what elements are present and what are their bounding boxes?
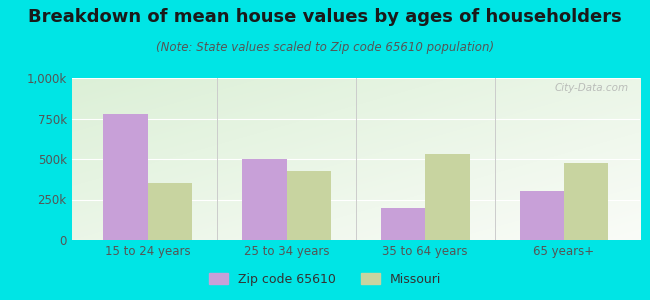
Legend: Zip code 65610, Missouri: Zip code 65610, Missouri: [204, 268, 446, 291]
Bar: [425, 154, 469, 240]
Bar: [519, 190, 564, 240]
Bar: [564, 163, 608, 240]
Bar: [148, 183, 192, 240]
Bar: [242, 159, 287, 240]
Text: (Note: State values scaled to Zip code 65610 population): (Note: State values scaled to Zip code 6…: [156, 40, 494, 53]
Text: Breakdown of mean house values by ages of householders: Breakdown of mean house values by ages o…: [28, 8, 622, 26]
Bar: [103, 115, 148, 240]
Text: City-Data.com: City-Data.com: [554, 83, 629, 93]
Bar: [287, 171, 331, 240]
Bar: [381, 208, 425, 240]
